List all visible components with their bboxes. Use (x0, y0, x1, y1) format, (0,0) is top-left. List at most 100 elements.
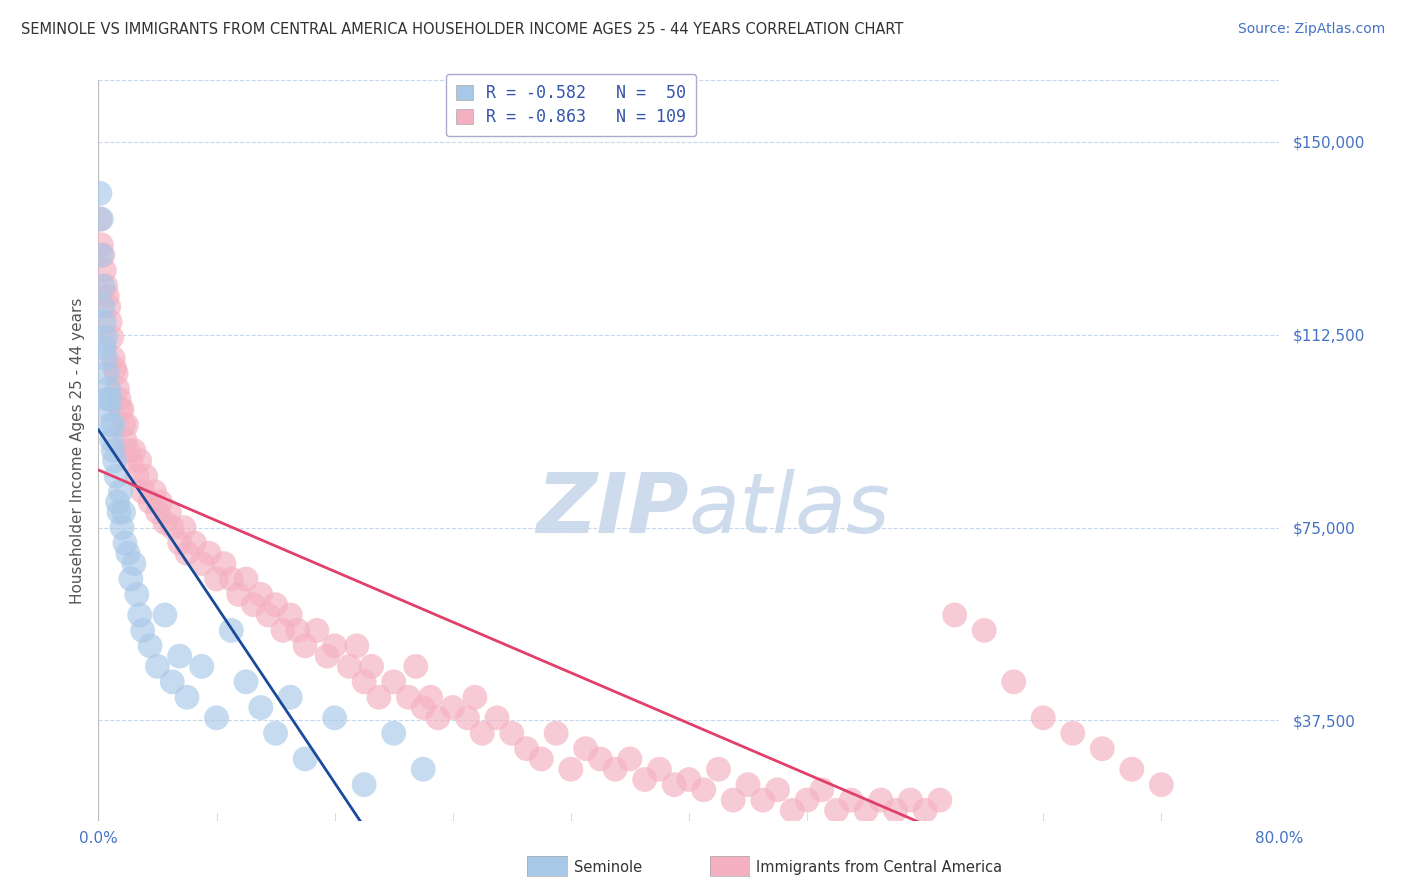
Point (91, 279, 114, 293)
Point (89, 186, 111, 201)
Point (97, 382, 120, 396)
Point (139, 639, 162, 653)
Point (796, 793, 818, 807)
Point (120, 572, 142, 586)
Point (914, 803, 936, 817)
Point (353, 778, 375, 792)
Point (176, 546, 198, 560)
Point (114, 536, 136, 550)
Point (96, 289, 118, 303)
Point (368, 690, 391, 705)
Point (94, 351, 117, 365)
Point (176, 690, 198, 705)
Point (105, 469, 128, 483)
Text: Immigrants from Central America: Immigrants from Central America (756, 860, 1002, 874)
Point (486, 711, 509, 725)
Point (228, 587, 250, 601)
Point (546, 726, 568, 740)
Point (103, 417, 125, 432)
Point (1091, 741, 1114, 756)
Point (353, 674, 375, 689)
Point (693, 782, 716, 797)
Point (752, 793, 775, 807)
Point (305, 624, 328, 638)
Point (117, 546, 139, 560)
Point (560, 762, 582, 776)
Point (1121, 762, 1143, 776)
Point (97, 300, 120, 314)
Point (1032, 711, 1054, 725)
Point (412, 762, 434, 776)
Point (108, 392, 131, 406)
Point (457, 711, 479, 725)
Point (943, 607, 966, 622)
Point (634, 772, 657, 787)
Point (250, 700, 273, 714)
Point (173, 520, 195, 534)
Point (128, 454, 150, 468)
Point (841, 793, 863, 807)
Point (114, 433, 136, 447)
Point (398, 690, 420, 705)
Point (271, 624, 294, 638)
Point (89, 212, 111, 227)
Point (112, 417, 135, 432)
Point (94, 279, 117, 293)
Point (96, 392, 118, 406)
Point (516, 741, 538, 756)
Point (419, 690, 441, 705)
Point (146, 505, 169, 519)
Point (501, 726, 523, 740)
Point (198, 546, 221, 560)
Point (111, 520, 134, 534)
Point (153, 607, 176, 622)
Point (90, 237, 112, 252)
Point (723, 793, 745, 807)
Point (169, 536, 191, 550)
Point (110, 484, 132, 499)
Point (108, 505, 131, 519)
Point (125, 469, 148, 483)
Point (205, 572, 228, 586)
Point (884, 803, 907, 817)
Point (104, 454, 127, 468)
Point (929, 793, 952, 807)
Point (382, 674, 405, 689)
Point (855, 803, 877, 817)
Point (405, 659, 427, 673)
Point (264, 598, 287, 612)
Point (98, 392, 121, 406)
Point (235, 572, 257, 586)
Point (782, 803, 804, 817)
Point (707, 762, 730, 776)
Point (678, 772, 700, 787)
Point (360, 659, 382, 673)
Point (122, 443, 145, 458)
Point (339, 659, 361, 673)
Point (120, 454, 142, 468)
Point (98, 315, 121, 329)
Point (103, 351, 125, 365)
Point (575, 741, 598, 756)
Point (412, 700, 434, 714)
Point (105, 367, 128, 381)
Text: SEMINOLE VS IMMIGRANTS FROM CENTRAL AMERICA HOUSEHOLDER INCOME AGES 25 - 44 YEAR: SEMINOLE VS IMMIGRANTS FROM CENTRAL AMER… (21, 22, 904, 37)
Point (346, 639, 368, 653)
Point (139, 495, 162, 509)
Point (870, 793, 893, 807)
Point (441, 700, 464, 714)
Point (91, 248, 114, 262)
Point (98, 417, 121, 432)
Point (115, 417, 138, 432)
Point (280, 690, 302, 705)
Point (1150, 778, 1173, 792)
Point (111, 402, 134, 417)
Point (132, 624, 155, 638)
Point (132, 484, 155, 499)
Point (117, 443, 139, 458)
Point (100, 433, 122, 447)
Point (93, 263, 115, 277)
Point (287, 624, 309, 638)
Point (122, 557, 145, 571)
Point (464, 690, 486, 705)
